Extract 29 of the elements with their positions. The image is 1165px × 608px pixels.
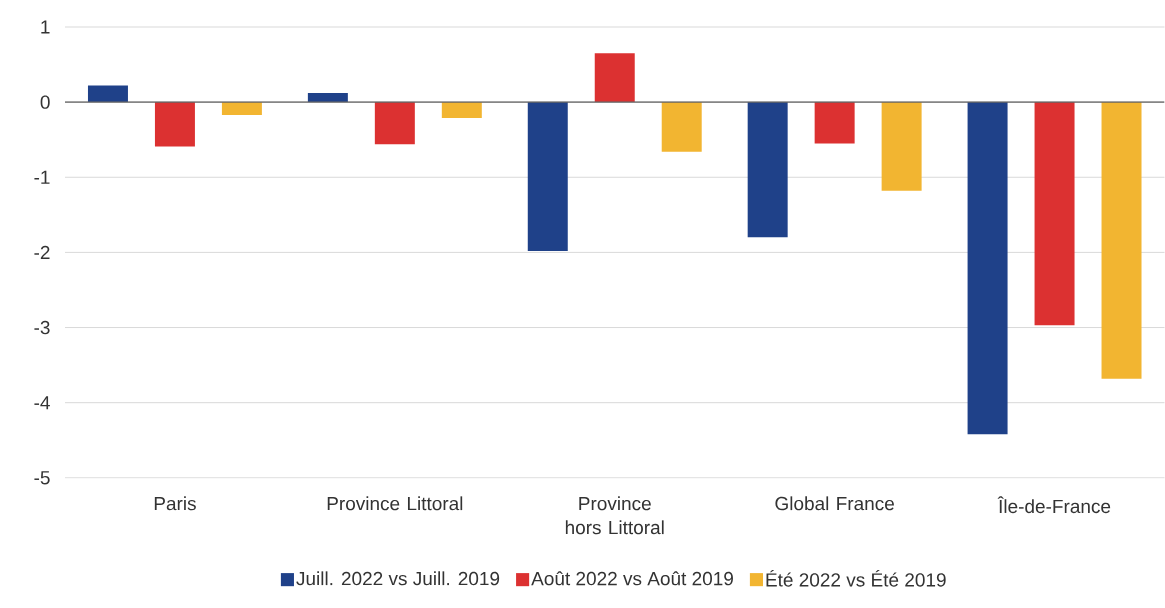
bar [881,102,922,191]
bar [1034,102,1075,326]
x-tick-label: Province Littoral [327,496,463,511]
bar [661,102,702,152]
y-tick-label: 0 [40,95,50,109]
bar [1101,102,1142,379]
bar [527,102,568,252]
bar [154,102,195,147]
x-tick-label: Province hors Littoral [565,496,664,535]
y-tick-label: -3 [34,320,50,335]
x-tick-label: Île-de-France [997,496,1111,514]
y-tick-label: 1 [41,20,50,34]
y-tick-label: -2 [34,245,50,260]
bar [967,102,1008,435]
legend-label: Août 2022 vs Août 2019 [531,571,733,586]
x-tick-label: Paris [154,496,196,511]
bar [441,102,482,119]
y-tick-label: -1 [34,170,50,184]
legend-label: Été 2022 vs Été 2019 [766,570,946,587]
bar [87,85,128,103]
bar [594,53,635,103]
y-tick-label: -4 [34,396,50,410]
y-tick-label: -5 [34,471,50,485]
bar [814,102,855,144]
legend-label: Juill. 2022 vs Juill. 2019 [296,571,500,586]
bar [374,102,415,145]
bar [747,102,788,238]
x-tick-label: Global France [775,496,894,511]
bar [221,102,262,116]
